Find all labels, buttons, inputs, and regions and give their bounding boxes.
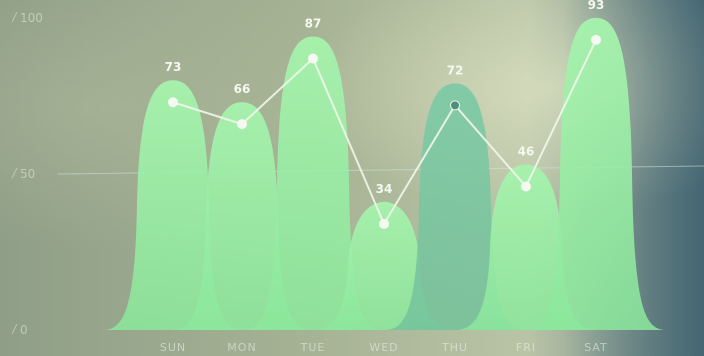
x-axis: SUN MON TUE WED THU FRI SAT — [160, 341, 608, 354]
trend-point-sat — [591, 34, 601, 45]
y-tick-label: 0 — [20, 323, 28, 337]
value-label-sun: 73 — [165, 60, 182, 74]
value-label-sat: 93 — [588, 0, 605, 12]
x-tick-label-tue: TUE — [300, 341, 326, 354]
trend-point-wed — [379, 218, 389, 229]
y-tick-label: 50 — [20, 167, 35, 181]
bar-series — [103, 17, 666, 331]
value-label-mon: 66 — [234, 82, 251, 96]
x-tick-label-fri: FRI — [516, 341, 536, 354]
value-label-fri: 46 — [518, 144, 535, 158]
value-label-thu: 72 — [447, 63, 464, 77]
value-labels: 73 66 87 34 72 46 93 — [165, 0, 605, 196]
value-label-tue: 87 — [305, 17, 322, 31]
trend-point-mon — [237, 119, 247, 130]
x-tick-label-wed: WED — [369, 341, 398, 354]
value-label-wed: 34 — [376, 182, 393, 196]
trend-point-thu — [450, 100, 460, 111]
x-tick-label-mon: MON — [227, 341, 256, 354]
x-tick-label-thu: THU — [441, 341, 468, 354]
x-tick-label-sat: SAT — [584, 341, 608, 354]
trend-point-tue — [308, 53, 318, 64]
y-tick-mark — [11, 323, 18, 335]
y-axis: 0 50 100 — [11, 11, 43, 337]
y-tick-mark — [11, 11, 18, 23]
bar-tue — [243, 36, 383, 331]
bar-sat — [526, 17, 666, 331]
y-tick-label: 100 — [20, 11, 43, 25]
x-tick-label-sun: SUN — [160, 341, 186, 354]
trend-point-sun — [168, 97, 178, 108]
trend-point-fri — [521, 181, 531, 192]
trend-line-layer — [168, 34, 601, 229]
y-tick-mark — [11, 167, 18, 179]
